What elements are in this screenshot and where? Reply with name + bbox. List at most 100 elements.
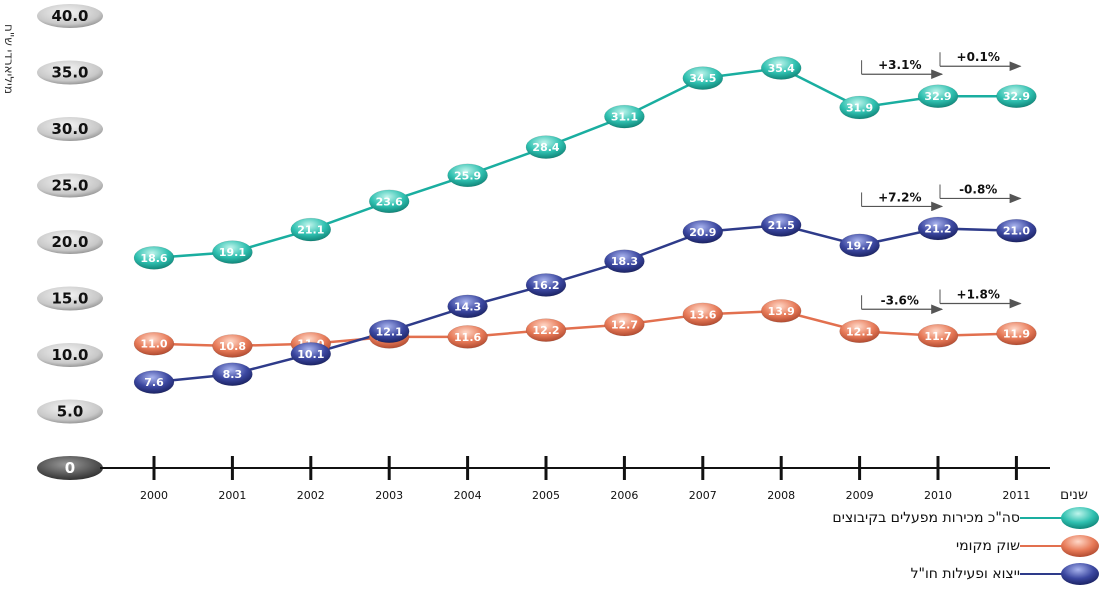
legend-item-domestic: שוק מקומי	[740, 534, 1100, 562]
data-point-label: 11.9	[1003, 328, 1030, 341]
data-point-marker	[525, 135, 567, 159]
change-label: +1.8%	[957, 288, 1000, 302]
legend-item-export: ייצוא ופעילות חו"ל	[740, 562, 1100, 590]
y-tick-label: 30.0	[51, 120, 88, 138]
data-point-label: 13.9	[768, 305, 795, 318]
legend-item-total: סה"כ מכירות מפעלים בקיבוצים	[740, 506, 1100, 534]
data-point-label: 31.1	[611, 111, 638, 124]
data-point-label: 25.9	[454, 169, 481, 182]
data-point-marker	[133, 331, 175, 356]
legend-marker-domestic	[1020, 535, 1099, 557]
y-tick-pill	[37, 456, 103, 480]
x-tick-label: 2006	[610, 489, 638, 500]
y-tick-label: 40.0	[51, 7, 88, 25]
data-point-label: 11.0	[140, 338, 167, 351]
data-point-label: 14.3	[454, 300, 481, 313]
y-tick-label: 5.0	[57, 403, 84, 421]
x-tick-label: 2004	[454, 489, 482, 500]
legend-marker-export	[1020, 563, 1099, 585]
data-point-marker	[996, 84, 1037, 108]
legend-label-domestic: שוק מקומי	[955, 538, 1020, 554]
legend: סה"כ מכירות מפעלים בקיבוצים שוק מקומי יי…	[740, 506, 1100, 590]
y-tick-pill	[37, 343, 103, 367]
change-label: +0.1%	[957, 50, 1000, 64]
data-point-marker	[604, 104, 645, 129]
data-point-label: 12.2	[532, 324, 559, 337]
y-tick-pill	[37, 399, 103, 424]
x-tick-label: 2002	[297, 489, 325, 500]
x-axis-label: שנים	[1060, 487, 1088, 503]
data-point-label: 32.9	[924, 90, 951, 103]
data-point-marker	[290, 217, 332, 242]
y-tick-label: 25.0	[51, 177, 88, 195]
y-tick-pill	[37, 60, 103, 85]
data-point-label: 13.6	[689, 308, 716, 321]
data-point-marker	[760, 56, 802, 80]
data-point-marker	[525, 318, 567, 342]
data-point-label: 21.1	[297, 224, 324, 237]
data-point-marker	[760, 213, 802, 237]
data-point-label: 21.5	[768, 219, 795, 232]
legend-label-total: סה"כ מכירות מפעלים בקיבוצים	[832, 510, 1020, 526]
data-point-marker	[368, 189, 410, 214]
data-point-marker	[368, 319, 410, 344]
data-point-marker	[604, 249, 645, 273]
line-chart: 0 5.0 10.0 15.0 20.0 25.0 30.0 35.0 40.0 2000 200…	[37, 4, 1050, 500]
change-label: +3.1%	[878, 58, 921, 72]
data-point-marker	[212, 334, 253, 358]
y-tick-label: 15.0	[51, 290, 88, 308]
data-point-label: 18.3	[611, 255, 638, 268]
y-tick-label: 10.0	[51, 346, 88, 364]
data-point-marker	[447, 325, 488, 349]
legend-marker-total	[1020, 507, 1099, 529]
data-point-marker	[682, 66, 724, 90]
data-point-label: 19.7	[846, 239, 873, 252]
data-point-marker	[996, 321, 1037, 346]
x-tick-label: 2009	[846, 489, 874, 500]
data-point-label: 8.3	[223, 368, 243, 381]
data-point-marker	[447, 294, 488, 319]
data-point-label: 11.6	[454, 331, 481, 344]
data-point-label: 31.9	[846, 102, 873, 115]
x-tick-label: 2011	[1002, 489, 1030, 500]
data-point-label: 21.0	[1003, 225, 1030, 238]
change-label: -3.6%	[881, 293, 919, 307]
data-point-marker	[290, 342, 332, 366]
x-tick-label: 2007	[689, 489, 717, 500]
y-tick-label: 35.0	[51, 64, 88, 82]
series-line-1	[153, 309, 1017, 348]
y-tick-label: 20.0	[51, 233, 88, 251]
data-point-label: 28.4	[532, 141, 559, 154]
data-point-marker	[996, 218, 1037, 243]
x-tick-label: 2003	[375, 489, 403, 500]
data-point-marker	[839, 319, 880, 344]
data-point-label: 12.1	[846, 325, 873, 338]
data-point-label: 18.6	[140, 252, 167, 265]
data-point-label: 10.1	[297, 348, 324, 361]
data-point-marker	[760, 299, 802, 323]
y-axis-label: מיליארדי ש"ח	[2, 23, 16, 95]
y-tick-pill	[37, 117, 103, 141]
data-point-marker	[839, 233, 880, 258]
series-line-0	[153, 66, 1017, 260]
y-tick-label: 0	[65, 459, 75, 477]
data-point-label: 19.1	[219, 246, 246, 259]
y-tick-pill	[37, 286, 103, 311]
x-tick-label: 2001	[218, 489, 246, 500]
data-point-marker	[682, 302, 724, 327]
x-tick-label: 2000	[140, 489, 168, 500]
data-point-marker	[133, 370, 175, 394]
data-point-marker	[525, 273, 567, 297]
data-point-label: 12.1	[376, 325, 403, 338]
x-tick-label: 2010	[924, 489, 952, 500]
data-point-marker	[917, 84, 959, 108]
data-point-label: 21.2	[924, 222, 951, 235]
data-point-marker	[917, 216, 959, 241]
data-point-marker	[212, 240, 253, 264]
data-point-label: 35.4	[768, 62, 795, 75]
data-point-label: 16.2	[532, 279, 559, 292]
data-point-marker	[917, 324, 959, 348]
y-tick-pill	[37, 230, 103, 254]
legend-label-export: ייצוא ופעילות חו"ל	[910, 566, 1020, 582]
data-point-marker	[682, 220, 724, 244]
